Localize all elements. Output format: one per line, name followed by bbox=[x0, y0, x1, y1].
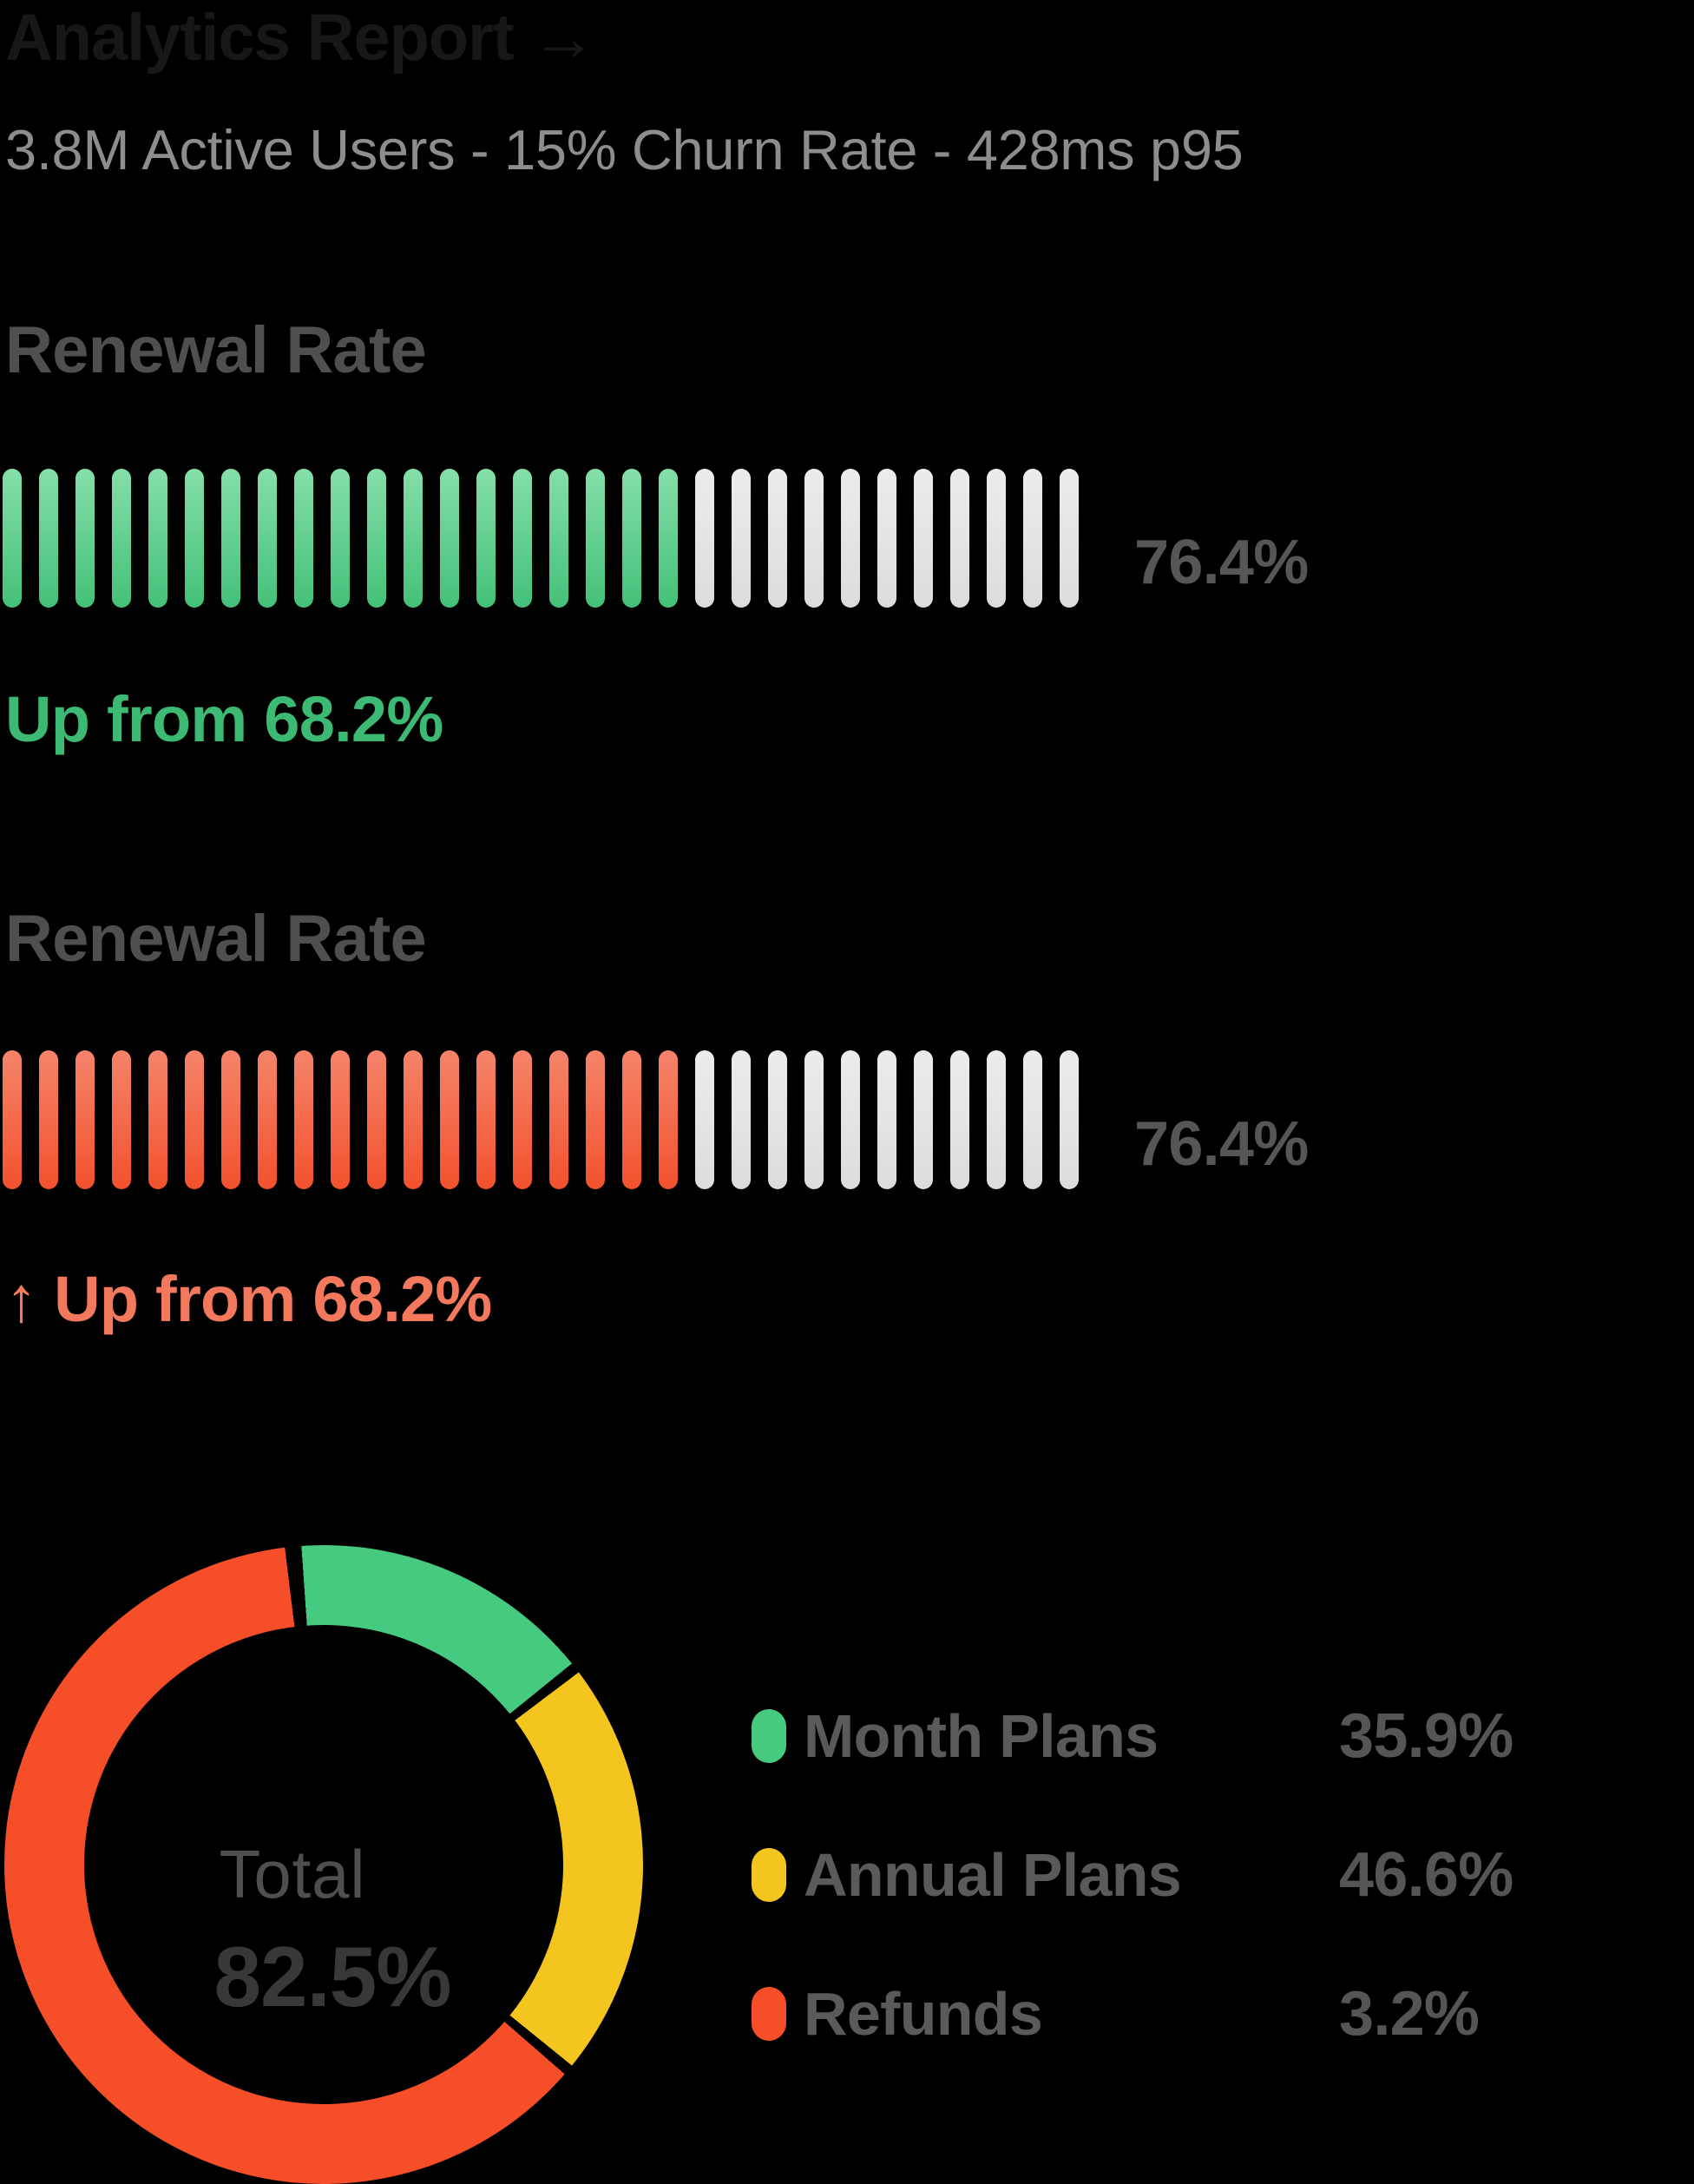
bar-segment-filled bbox=[476, 1050, 496, 1189]
donut-hole: Total 82.5% bbox=[84, 1625, 563, 2104]
bar-segment-filled bbox=[221, 1050, 240, 1189]
bar-segment-filled bbox=[622, 1050, 641, 1189]
bar-segment-empty bbox=[804, 469, 824, 608]
legend-label: Annual Plans bbox=[804, 1841, 1182, 1909]
bar-segment-empty bbox=[987, 469, 1006, 608]
renewal-rate-red-value: 76.4% bbox=[1134, 1109, 1309, 1179]
renewal-rate-green-bar-chart bbox=[3, 469, 1079, 608]
bar-segment-empty bbox=[841, 469, 860, 608]
legend-value: 3.2% bbox=[1339, 1979, 1480, 2049]
bar-segment-filled bbox=[148, 1050, 167, 1189]
bar-segment-filled bbox=[549, 1050, 568, 1189]
legend-row-annual-plans: Annual Plans 46.6% bbox=[752, 1840, 1611, 1910]
legend-row-month-plans: Month Plans 35.9% bbox=[752, 1701, 1611, 1771]
bar-segment-filled bbox=[258, 1050, 277, 1189]
bar-segment-empty bbox=[768, 1050, 787, 1189]
bar-segment-empty bbox=[950, 469, 969, 608]
bar-segment-filled bbox=[112, 1050, 131, 1189]
bar-segment-empty bbox=[732, 1050, 751, 1189]
bar-segment-empty bbox=[950, 1050, 969, 1189]
renewal-rate-green-note: Up from 68.2% bbox=[5, 683, 443, 755]
bar-segment-filled bbox=[221, 469, 240, 608]
legend-label: Refunds bbox=[804, 1980, 1043, 2048]
bar-segment-filled bbox=[39, 469, 58, 608]
renewal-rate-red-heading: Renewal Rate bbox=[5, 902, 427, 976]
month-plans-dot-icon bbox=[752, 1709, 786, 1763]
bar-segment-filled bbox=[659, 1050, 678, 1189]
bar-segment-filled bbox=[39, 1050, 58, 1189]
bar-segment-empty bbox=[768, 469, 787, 608]
donut-total-value: 82.5% bbox=[213, 1929, 452, 2024]
bar-segment-filled bbox=[440, 469, 459, 608]
bar-segment-filled bbox=[367, 469, 386, 608]
refunds-dot-icon bbox=[752, 1987, 786, 2041]
bar-segment-filled bbox=[440, 1050, 459, 1189]
bar-segment-empty bbox=[877, 469, 896, 608]
bar-segment-empty bbox=[1023, 1050, 1042, 1189]
bar-segment-filled bbox=[622, 469, 641, 608]
bar-segment-filled bbox=[659, 469, 678, 608]
bar-segment-filled bbox=[404, 1050, 423, 1189]
bar-segment-filled bbox=[549, 469, 568, 608]
bar-segment-filled bbox=[258, 469, 277, 608]
legend-row-refunds: Refunds 3.2% bbox=[752, 1979, 1611, 2049]
legend-value: 46.6% bbox=[1339, 1840, 1513, 1910]
renewal-rate-red-bar-chart bbox=[3, 1050, 1079, 1189]
bar-segment-filled bbox=[331, 469, 350, 608]
legend-label: Month Plans bbox=[804, 1702, 1159, 1770]
page-title[interactable]: Analytics Report → bbox=[5, 1, 597, 75]
legend-value: 35.9% bbox=[1339, 1701, 1513, 1771]
renewal-rate-red-note: ↑ Up from 68.2% bbox=[5, 1263, 492, 1335]
bar-segment-filled bbox=[367, 1050, 386, 1189]
bar-segment-filled bbox=[76, 469, 95, 608]
bar-segment-filled bbox=[185, 469, 204, 608]
donut-total-label: Total bbox=[219, 1836, 366, 1912]
bar-segment-filled bbox=[112, 469, 131, 608]
bar-segment-empty bbox=[732, 469, 751, 608]
bar-segment-empty bbox=[841, 1050, 860, 1189]
bar-segment-filled bbox=[294, 469, 313, 608]
bar-segment-filled bbox=[3, 1050, 22, 1189]
bar-segment-filled bbox=[185, 1050, 204, 1189]
bar-segment-empty bbox=[987, 1050, 1006, 1189]
bar-segment-filled bbox=[586, 1050, 605, 1189]
bar-segment-empty bbox=[877, 1050, 896, 1189]
plans-donut-chart: Total 82.5% bbox=[4, 1545, 643, 2184]
bar-segment-filled bbox=[3, 469, 22, 608]
bar-segment-empty bbox=[914, 1050, 933, 1189]
annual-plans-dot-icon bbox=[752, 1848, 786, 1902]
bar-segment-empty bbox=[804, 1050, 824, 1189]
bar-segment-empty bbox=[695, 1050, 714, 1189]
bar-segment-filled bbox=[513, 1050, 532, 1189]
bar-segment-filled bbox=[586, 469, 605, 608]
bar-segment-filled bbox=[476, 469, 496, 608]
bar-segment-filled bbox=[76, 1050, 95, 1189]
bar-segment-empty bbox=[1060, 469, 1079, 608]
bar-segment-filled bbox=[294, 1050, 313, 1189]
bar-segment-empty bbox=[695, 469, 714, 608]
page-subtitle: 3.8M Active Users - 15% Churn Rate - 428… bbox=[5, 118, 1244, 181]
bar-segment-filled bbox=[404, 469, 423, 608]
bar-segment-empty bbox=[1023, 469, 1042, 608]
bar-segment-filled bbox=[513, 469, 532, 608]
bar-segment-filled bbox=[148, 469, 167, 608]
renewal-rate-green-value: 76.4% bbox=[1134, 528, 1309, 597]
bar-segment-empty bbox=[1060, 1050, 1079, 1189]
renewal-rate-green-heading: Renewal Rate bbox=[5, 313, 427, 387]
bar-segment-empty bbox=[914, 469, 933, 608]
bar-segment-filled bbox=[331, 1050, 350, 1189]
